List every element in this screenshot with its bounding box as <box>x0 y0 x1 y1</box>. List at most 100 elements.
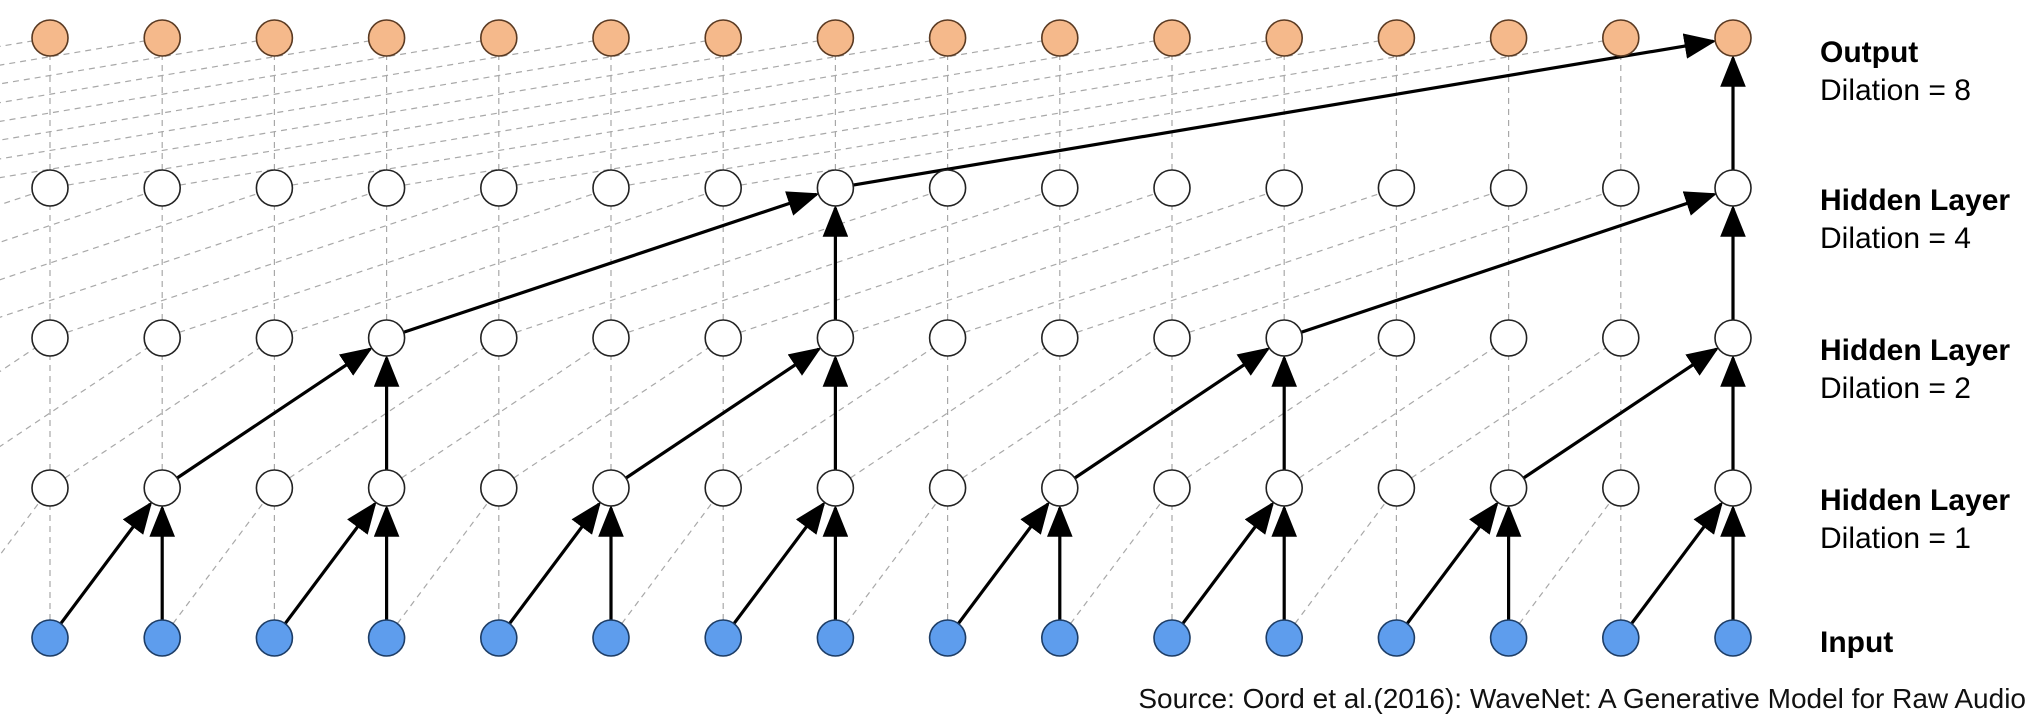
output-layer-dilation: Dilation = 8 <box>1820 74 1971 107</box>
input-node <box>479 619 518 657</box>
output-node <box>1265 19 1303 57</box>
output-node <box>1714 19 1752 57</box>
faint-edge <box>1294 502 1387 624</box>
active-edge-arrow <box>1630 501 1723 625</box>
active-edge-arrow <box>1300 191 1718 334</box>
output-node <box>143 19 181 57</box>
hidden2-node <box>1041 319 1079 357</box>
faint-edge <box>0 193 370 318</box>
faint-edge <box>0 40 33 47</box>
hidden1-node <box>928 469 967 507</box>
faint-edge <box>0 347 36 373</box>
source-caption: Source: Oord et al.(2016): WaveNet: A Ge… <box>1138 683 2026 714</box>
faint-edge <box>0 193 146 243</box>
faint-edge <box>0 40 818 179</box>
active-edge-arrow <box>403 191 820 334</box>
faint-edge <box>628 40 1491 186</box>
hidden4-node <box>1377 169 1416 207</box>
input-node <box>1489 619 1528 657</box>
hidden2-node <box>816 319 855 357</box>
faint-edge <box>0 40 257 85</box>
hidden2-node <box>143 319 181 357</box>
hidden4-node <box>367 169 406 207</box>
output-node <box>704 19 743 57</box>
hidden2-node <box>704 319 743 357</box>
hidden1-node <box>143 469 181 507</box>
hidden2-node <box>1489 319 1528 357</box>
hidden1-node <box>1714 469 1752 507</box>
hidden2-node <box>592 319 630 357</box>
faint-edge <box>401 347 597 479</box>
faint-edge <box>1076 193 1492 333</box>
faint-edge <box>0 193 258 281</box>
hidden2-node <box>1602 319 1640 357</box>
output-node <box>1489 19 1528 57</box>
output-node <box>255 19 294 57</box>
input-node <box>1041 619 1079 657</box>
hidden1-node <box>479 469 518 507</box>
hidden1-node <box>592 469 630 507</box>
hidden2-node <box>31 319 69 357</box>
hidden2-layer-title: Hidden Layer <box>1820 334 2010 367</box>
hidden2-node <box>1377 319 1416 357</box>
input-node <box>1602 619 1640 657</box>
faint-edge <box>1070 502 1162 624</box>
faint-edge <box>852 193 1268 333</box>
hidden2-node <box>255 319 294 357</box>
faint-edge <box>740 193 1156 333</box>
faint-edge <box>0 40 369 104</box>
faint-edge <box>179 193 595 333</box>
faint-edge <box>621 502 713 624</box>
faint-edge <box>516 40 1379 186</box>
faint-edge <box>627 193 1043 333</box>
hidden2-node <box>928 319 967 357</box>
faint-edge <box>289 347 485 479</box>
output-node <box>1041 19 1079 57</box>
hidden4-node <box>1153 169 1191 207</box>
hidden4-node <box>1489 169 1528 207</box>
hidden1-layer-title: Hidden Layer <box>1820 484 2010 517</box>
hidden4-node <box>1041 169 1079 207</box>
output-node <box>1602 19 1640 57</box>
active-edge-arrow <box>732 501 826 625</box>
active-edge-arrow <box>1405 501 1499 625</box>
hidden2-node <box>479 319 518 357</box>
input-node <box>1377 619 1416 657</box>
hidden4-node <box>1714 169 1752 207</box>
input-node <box>1153 619 1191 657</box>
faint-edge <box>964 193 1380 333</box>
faint-edge <box>404 40 1267 186</box>
input-layer-title: Input <box>1820 626 1893 659</box>
active-edge-layer <box>59 33 1746 625</box>
faint-edge <box>179 40 1043 186</box>
faint-edge <box>291 193 707 333</box>
input-node <box>31 619 69 657</box>
active-edge-arrow <box>59 501 153 625</box>
hidden1-node <box>1489 469 1528 507</box>
faint-edge <box>0 193 34 206</box>
layer-label-group: Input Hidden Layer Dilation = 1 Hidden Laye… <box>1820 36 2010 659</box>
faint-edge <box>67 40 930 186</box>
faint-edge <box>513 347 709 479</box>
faint-edge <box>1186 347 1382 479</box>
hidden4-node <box>592 169 630 207</box>
hidden4-node <box>816 169 855 207</box>
output-node <box>816 19 855 57</box>
hidden4-node <box>479 169 518 207</box>
active-edge-arrow <box>1181 501 1275 625</box>
faint-edge <box>0 40 145 66</box>
faint-edge <box>0 502 40 556</box>
faint-edge <box>0 40 706 160</box>
hidden2-node <box>1714 319 1752 357</box>
hidden4-node <box>143 169 181 207</box>
output-node <box>928 19 967 57</box>
faint-edge <box>850 347 1046 479</box>
hidden1-node <box>255 469 294 507</box>
hidden4-layer-dilation: Dilation = 4 <box>1820 222 1971 255</box>
output-layer-title: Output <box>1820 36 1918 69</box>
hidden2-node <box>1265 319 1303 357</box>
output-node <box>479 19 518 57</box>
input-node <box>367 619 406 657</box>
hidden4-node <box>704 169 743 207</box>
